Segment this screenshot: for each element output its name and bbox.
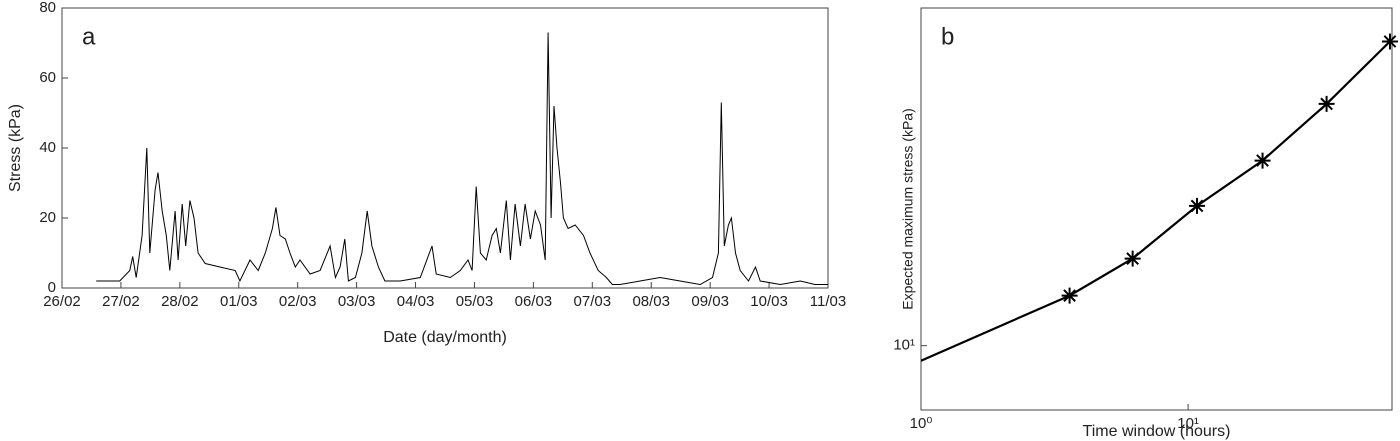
data-line <box>96 32 828 286</box>
x-tick-label: 10¹ <box>1177 415 1199 432</box>
x-tick-label: 11/03 <box>810 293 846 310</box>
star-marker <box>1381 33 1398 50</box>
y-tick-label: 80 <box>39 0 56 16</box>
x-axis-label: Date (day/month) <box>383 329 507 346</box>
x-tick-label: 09/03 <box>691 293 729 310</box>
plot-frame <box>920 7 1393 411</box>
x-tick-label: 04/03 <box>397 293 435 310</box>
x-tick-label: 07/03 <box>574 293 612 310</box>
y-axis-label: Expected maximum stress (kPa) <box>900 108 916 310</box>
x-tick-label: 08/03 <box>632 293 670 310</box>
x-tick-label: 06/03 <box>515 293 553 310</box>
star-marker <box>1318 95 1335 112</box>
x-axis-label: Time window (hours) <box>1083 423 1231 440</box>
y-tick-label: 0 <box>48 279 56 296</box>
x-tick-label: 26/02 <box>43 293 81 310</box>
y-tick-label: 60 <box>39 69 56 86</box>
y-axis-label: Stress (kPa) <box>7 104 24 192</box>
star-marker <box>1254 152 1271 169</box>
y-tick-label: 40 <box>39 139 56 156</box>
x-tick-label: 02/03 <box>279 293 317 310</box>
panel-label: b <box>941 23 954 50</box>
data-line <box>920 40 1391 362</box>
x-tick-label: 10⁰ <box>910 415 933 432</box>
star-marker <box>1061 287 1078 304</box>
x-tick-label: 05/03 <box>456 293 494 310</box>
x-tick-label: 28/02 <box>161 293 199 310</box>
x-tick-label: 27/02 <box>102 293 140 310</box>
x-tick-label: 01/03 <box>220 293 258 310</box>
panel-label: a <box>82 23 96 50</box>
y-tick-label: 10¹ <box>893 337 915 354</box>
star-marker <box>1189 197 1206 214</box>
star-marker <box>1124 250 1141 267</box>
x-tick-label: 10/03 <box>750 293 788 310</box>
x-tick-label: 03/03 <box>338 293 376 310</box>
y-tick-label: 20 <box>39 209 56 226</box>
